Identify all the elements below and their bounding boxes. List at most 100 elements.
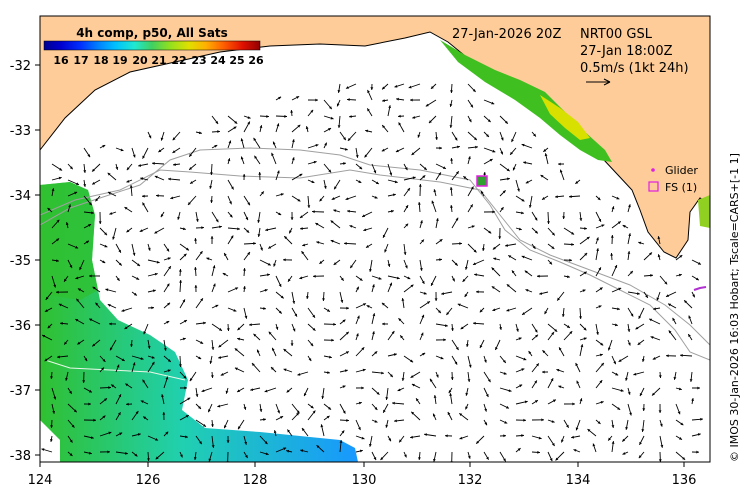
current-arrow-head: [551, 246, 555, 249]
current-arrow-head: [566, 424, 569, 428]
current-arrow-head: [132, 154, 136, 158]
current-arrow-head: [538, 436, 542, 440]
current-arrow-head: [233, 309, 237, 312]
current-arrow-head: [423, 291, 427, 295]
current-arrow-head: [361, 347, 365, 351]
current-arrow-head: [91, 211, 94, 215]
colorbar-tick: 25: [229, 54, 244, 67]
current-arrow-head: [367, 108, 370, 112]
current-arrow-head: [342, 319, 346, 323]
current-arrow-head: [383, 409, 386, 413]
current-arrow-head: [292, 300, 296, 304]
current-arrow-head: [376, 391, 380, 395]
current-arrow-head: [202, 424, 206, 427]
current-arrow-head: [537, 450, 540, 454]
current-arrow-head: [410, 375, 414, 378]
current-arrow-head: [310, 405, 314, 409]
current-arrow-head: [370, 87, 374, 90]
current-arrow-head: [579, 398, 583, 402]
current-arrow-head: [83, 170, 87, 173]
current-arrow-head: [272, 141, 276, 145]
current-arrow-head: [251, 363, 255, 367]
current-arrow-head: [86, 240, 90, 244]
current-arrow-head: [561, 439, 564, 443]
current-arrow-head: [544, 311, 548, 315]
current-arrow-head: [428, 120, 432, 124]
current-arrow-head: [247, 121, 250, 125]
current-arrow-head: [525, 180, 529, 184]
current-arrow-head: [284, 236, 288, 240]
current-arrow-head: [290, 217, 294, 220]
current-arrow-head: [88, 389, 92, 393]
current-arrow-head: [152, 161, 155, 165]
current-arrow-head: [559, 347, 562, 351]
current-arrow-head: [664, 281, 668, 285]
current-arrow-head: [247, 251, 250, 255]
current-arrow-head: [344, 369, 348, 373]
current-arrow-head: [404, 454, 407, 458]
current-arrow-head: [465, 406, 468, 410]
current-arrow-head: [68, 204, 71, 208]
current-arrow-head: [172, 137, 176, 141]
current-arrow-head: [344, 147, 348, 151]
current-arrow-head: [198, 131, 202, 135]
current-arrow-head: [310, 109, 314, 113]
current-arrow-head: [358, 180, 362, 183]
current-arrow-head: [250, 388, 254, 392]
current-arrow-head: [611, 441, 615, 444]
current-arrow-head: [47, 207, 51, 211]
current-arrow-head: [541, 197, 545, 200]
current-arrow-head: [622, 452, 626, 455]
current-arrow-head: [263, 418, 266, 421]
current-arrow-head: [649, 318, 653, 322]
current-arrow-head: [554, 328, 558, 332]
current-arrow-head: [596, 248, 600, 252]
current-arrow-head: [135, 411, 139, 414]
current-arrow-head: [521, 143, 525, 147]
current-arrow-head: [231, 186, 234, 190]
current-arrow-head: [467, 156, 471, 160]
current-arrow-head: [433, 458, 436, 462]
current-arrow-head: [44, 358, 48, 362]
current-arrow-head: [143, 416, 147, 420]
current-arrow-head: [587, 429, 591, 432]
current-arrow-head: [152, 289, 156, 293]
current-arrow-head: [397, 388, 401, 392]
current-arrow-head: [52, 410, 56, 414]
current-arrow-head: [679, 437, 683, 440]
current-arrow-head: [407, 187, 410, 191]
current-arrow-head: [102, 415, 106, 419]
fs-marker[interactable]: [476, 175, 488, 187]
current-arrow-head: [475, 145, 478, 149]
current-arrow-head: [473, 321, 476, 325]
current-arrow-head: [374, 195, 378, 199]
current-arrow-head: [220, 372, 224, 376]
current-arrow-head: [95, 302, 99, 306]
current-arrow-head: [193, 457, 197, 460]
current-arrow-head: [182, 299, 185, 303]
current-arrow-head: [598, 218, 602, 222]
current-arrow-head: [107, 172, 111, 176]
current-arrow-head: [75, 276, 79, 280]
current-arrow-head: [449, 125, 453, 128]
current-arrow-head: [326, 415, 330, 419]
current-arrow-head: [166, 283, 170, 287]
current-arrow-head: [155, 438, 159, 441]
current-arrow-head: [521, 368, 525, 371]
current-arrow-head: [633, 372, 637, 376]
current-arrow-head: [373, 457, 377, 461]
current-arrow-head: [599, 380, 603, 384]
current-arrow-head: [355, 155, 359, 158]
current-arrow-head: [468, 119, 472, 123]
current-arrow-head: [151, 361, 155, 365]
current-arrow-head: [312, 314, 316, 318]
current-arrow-head: [234, 348, 238, 352]
current-arrow-head: [355, 333, 359, 337]
current-arrow-head: [658, 375, 662, 378]
current-arrow-head: [558, 162, 561, 166]
current-arrow-head: [372, 284, 375, 288]
current-arrow-head: [382, 86, 386, 90]
current-arrow-head: [473, 137, 477, 141]
sst-east-patch: [440, 40, 612, 162]
